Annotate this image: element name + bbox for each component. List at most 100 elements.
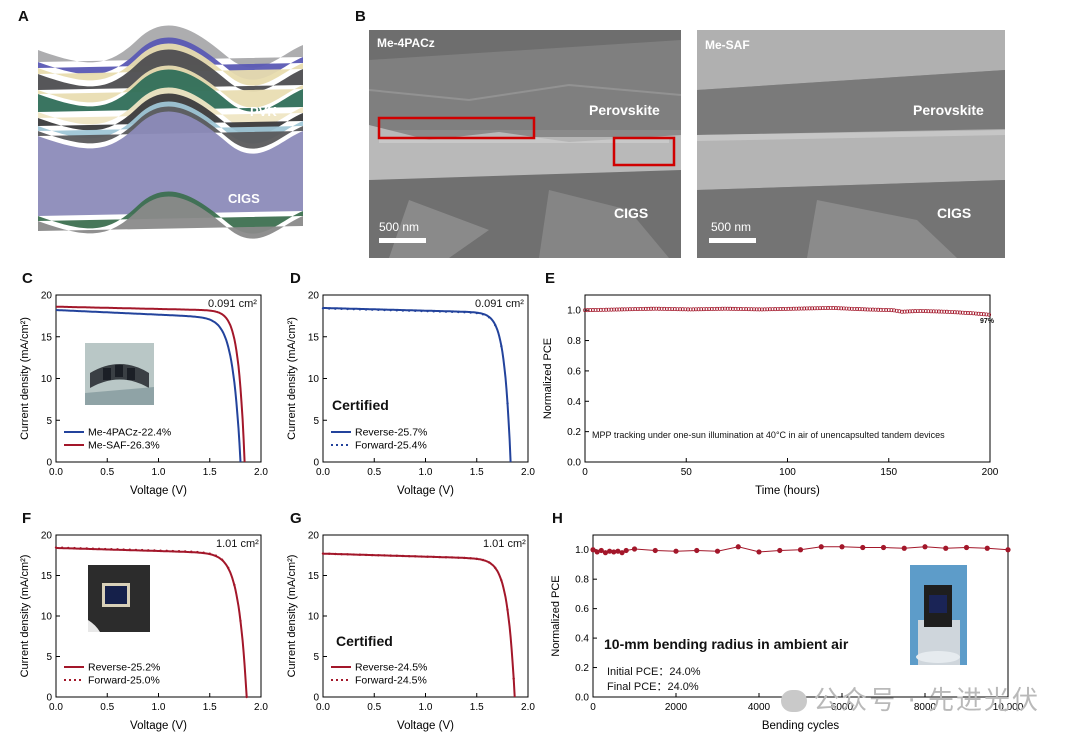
- jv-point: [140, 548, 144, 552]
- sem-image-mesaf: Me-SAF Perovskite CIGS 500 nm: [697, 30, 1005, 258]
- jv-point: [383, 308, 386, 312]
- mpp-point: [749, 307, 754, 312]
- area-label-f: 1.01 cm²: [216, 538, 259, 550]
- mpp-point: [620, 307, 624, 312]
- y-axis-label: Current density (mA/cm²): [19, 555, 31, 678]
- x-tick-label: 1.0: [419, 467, 433, 478]
- bending-point: [611, 549, 617, 555]
- jv-point: [481, 558, 485, 562]
- y-axis-label: Normalized PCE: [542, 338, 554, 419]
- mpp-point: [857, 307, 862, 312]
- mpp-point: [892, 308, 896, 313]
- mpp-point: [923, 309, 928, 314]
- x-tick-label: 50: [681, 467, 693, 478]
- mpp-point: [606, 307, 611, 312]
- y-tick-label: 0.6: [567, 366, 581, 377]
- mpp-point: [651, 306, 656, 311]
- chart-c-jv: 0.0 0.5 1.0 1.5 2.0 0 5 10 15 20 Voltage (V) Curren…: [19, 291, 268, 498]
- y-tick-label: 0.0: [575, 693, 589, 704]
- mpp-point: [807, 306, 812, 311]
- jv-point: [420, 555, 423, 558]
- x-tick-label: 8000: [914, 702, 937, 713]
- x-tick-label: 1.0: [152, 467, 166, 478]
- mpp-point: [609, 307, 614, 312]
- bending-point: [594, 549, 600, 555]
- bending-point: [631, 546, 638, 552]
- y-tick-label: 5: [313, 416, 319, 427]
- mpp-point: [889, 308, 894, 313]
- end-value-label: 97%: [980, 318, 995, 325]
- jv-point: [426, 555, 429, 558]
- bending-point: [673, 548, 679, 554]
- bending-point: [694, 547, 700, 554]
- jv-point: [450, 310, 454, 314]
- mpp-point: [712, 306, 717, 311]
- jv-point: [352, 553, 355, 556]
- jv-point: [444, 310, 448, 313]
- y-tick-label: 0: [46, 693, 52, 704]
- mpp-point: [627, 307, 632, 312]
- mpp-point: [583, 308, 587, 313]
- jv-point: [97, 547, 101, 551]
- scale-bar-label-left: 500 nm: [379, 220, 420, 234]
- jv-point: [444, 556, 448, 559]
- mpp-point: [886, 308, 891, 313]
- bending-point: [818, 544, 824, 550]
- mpp-point: [680, 307, 685, 312]
- y-tick-label: 1.0: [575, 545, 589, 556]
- mpp-point: [667, 307, 672, 311]
- bending-point: [901, 545, 907, 551]
- legend-label: Reverse-24.5%: [355, 662, 427, 674]
- jv-point: [352, 307, 355, 311]
- y-tick-label: 0.2: [575, 663, 589, 674]
- mpp-point: [757, 307, 762, 312]
- jv-point: [327, 307, 331, 310]
- inset-photo-large-device: [88, 565, 150, 632]
- x-tick-label: 6000: [831, 702, 854, 713]
- mpp-point: [836, 306, 841, 311]
- mpp-point: [968, 311, 973, 316]
- mpp-point: [791, 306, 796, 311]
- x-tick-label: 4000: [748, 702, 771, 713]
- y-tick-label: 15: [41, 332, 53, 343]
- sem-texture-right: [697, 30, 1005, 258]
- bending-point: [598, 547, 604, 554]
- sem-cigs-label-right: CIGS: [937, 205, 972, 221]
- sem-perovskite-label-left: Perovskite: [589, 102, 660, 118]
- initial-pce: Initial PCE：24.0%: [607, 666, 701, 678]
- x-tick-label: 0.5: [367, 702, 381, 713]
- mpp-point: [944, 309, 949, 314]
- panel-label-a: A: [18, 8, 29, 25]
- jv-point: [116, 548, 119, 551]
- panel-label-c: C: [22, 270, 33, 287]
- mpp-point: [907, 309, 912, 314]
- jv-point: [177, 550, 181, 553]
- panel-label-d: D: [290, 270, 301, 287]
- x-tick-label: 1.5: [470, 467, 484, 478]
- jv-point: [438, 555, 442, 559]
- jv-point: [327, 552, 331, 556]
- mpp-point: [765, 307, 770, 312]
- jv-point: [147, 549, 150, 552]
- mpp-point: [984, 312, 989, 317]
- y-axis-label: Current density (mA/cm²): [19, 317, 31, 440]
- legend-label: Reverse-25.2%: [88, 662, 160, 674]
- mpp-point: [913, 309, 918, 314]
- bending-point: [619, 550, 625, 556]
- bending-point: [943, 545, 949, 551]
- mpp-point: [662, 306, 667, 311]
- chart-g-jv-large-certified: 0.0 0.5 1.0 1.5 2.0 0 5 10 15 20 Voltage (V) Curren…: [286, 531, 535, 733]
- jv-point: [481, 313, 485, 316]
- jv-point: [389, 308, 392, 312]
- mpp-point: [770, 307, 775, 312]
- jv-point: [79, 547, 82, 550]
- jv-point: [245, 695, 248, 699]
- x-tick-label: 1.0: [419, 702, 433, 713]
- mpp-point: [704, 307, 709, 312]
- bending-point: [735, 544, 741, 550]
- jv-point: [469, 557, 472, 560]
- mpp-point: [831, 306, 836, 310]
- mpp-point: [841, 306, 846, 311]
- jv-point: [208, 552, 211, 555]
- x-tick-label: 0: [590, 702, 596, 713]
